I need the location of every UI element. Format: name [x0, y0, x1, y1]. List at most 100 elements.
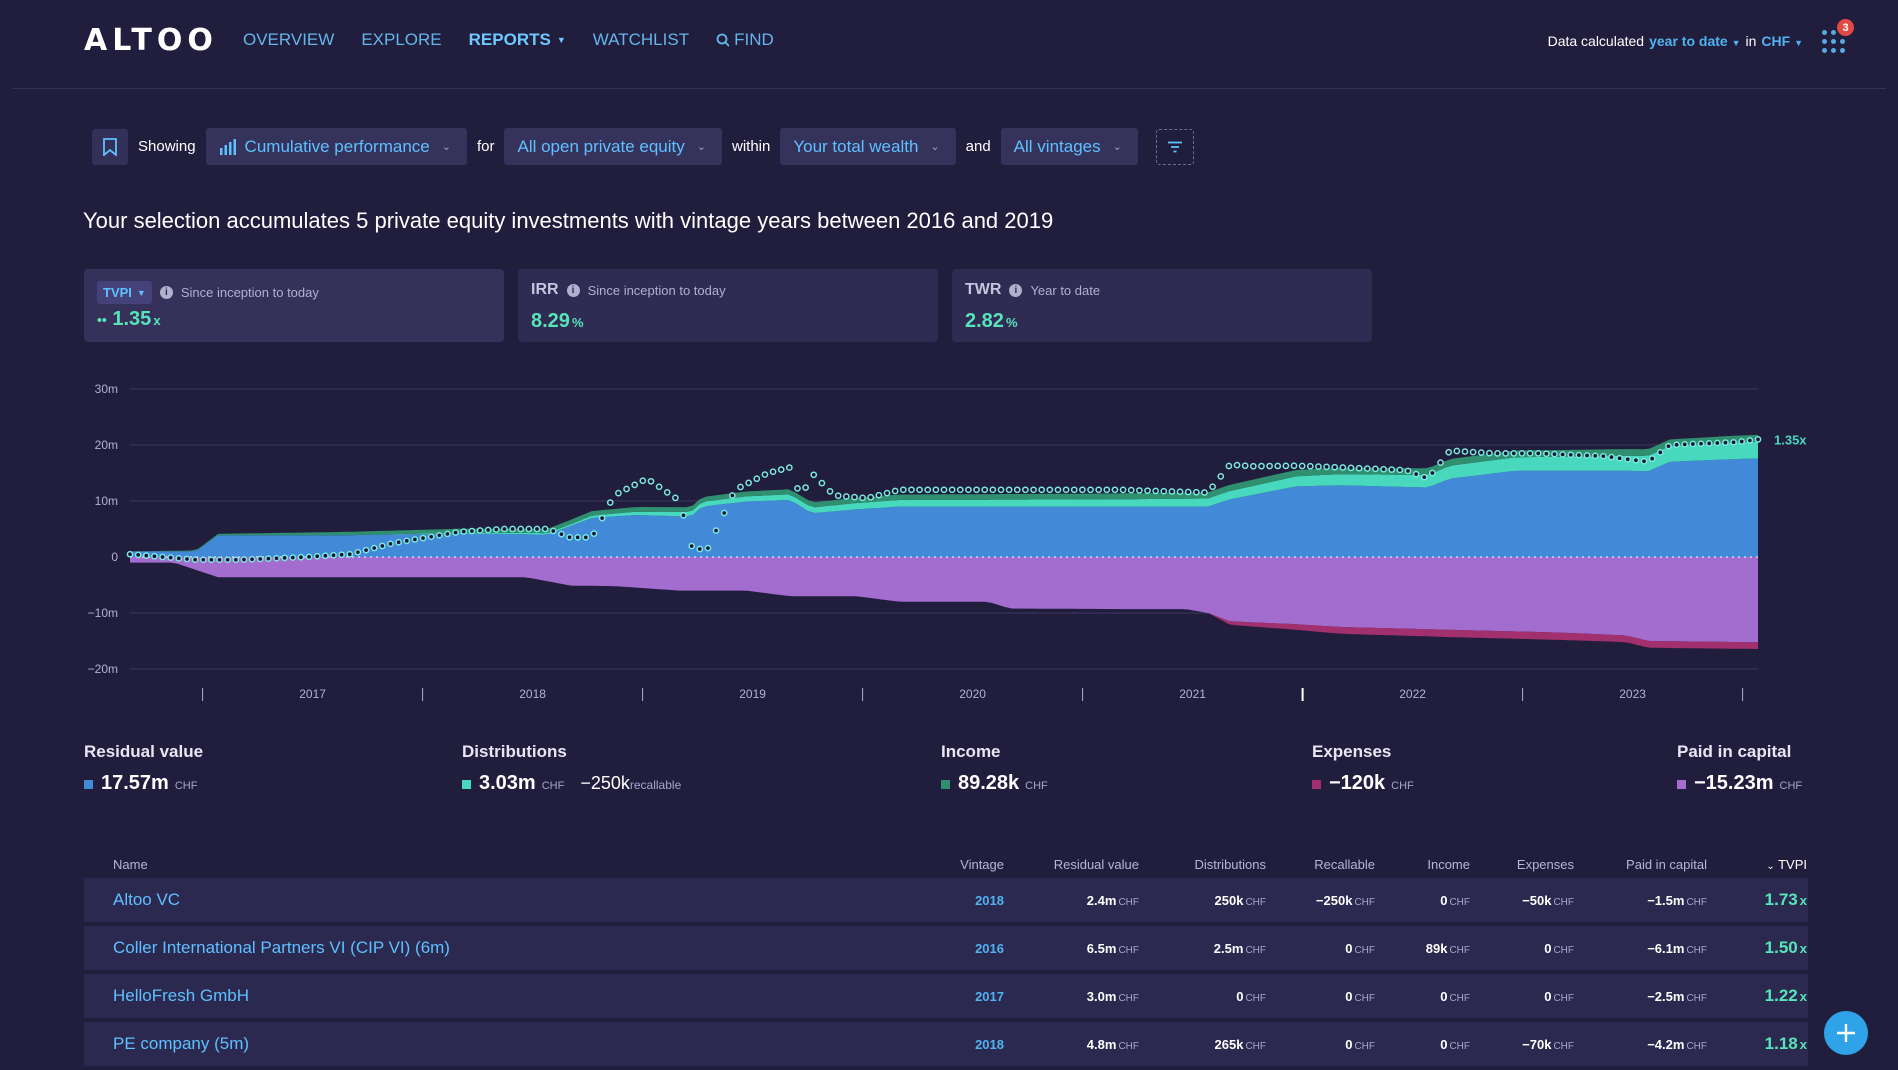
cell-tvpi: 1.50 x [1707, 938, 1807, 958]
cell-expenses: 0 CHF [1470, 941, 1574, 956]
cell-value: 0 [1544, 940, 1552, 956]
tvpi-point [1551, 450, 1558, 458]
sort-chevron-icon: ⌄ [1766, 860, 1775, 872]
tvpi-point [1543, 450, 1550, 458]
scope-dropdown[interactable]: All open private equity ⌄ [504, 128, 722, 165]
cell-paid_in: −1.5m CHF [1574, 893, 1707, 908]
cell-value: 250k [1214, 892, 1244, 908]
tvpi-point [1258, 462, 1265, 470]
tvpi-point [175, 554, 183, 562]
cell-value: 0 [1544, 988, 1552, 1004]
info-icon[interactable]: i [1009, 283, 1023, 297]
col-expenses[interactable]: Expenses [1516, 856, 1574, 872]
nav-watchlist[interactable]: WATCHLIST [593, 30, 689, 50]
wealth-dropdown[interactable]: Your total wealth ⌄ [780, 128, 956, 165]
apps-menu-button[interactable]: 3 [1820, 19, 1854, 53]
cell-income: 0 CHF [1375, 989, 1470, 1004]
col-residual-value[interactable]: Residual value [1053, 856, 1139, 872]
table-row[interactable]: Altoo VC 2018 2.4m CHF 250k CHF −250k CHF 0 CHF −5… [84, 878, 1808, 922]
total-currency: CHF [1779, 780, 1803, 792]
cumulative-performance-chart[interactable]: 30m 20m 10m 0 −10m −20m 1.35x 2017 2018 2019 2020 2… [70, 370, 1830, 710]
bookmark-button[interactable] [92, 128, 128, 165]
period-selector[interactable]: year to date ▼ [1649, 33, 1740, 49]
col-income[interactable]: Income [1427, 856, 1470, 872]
nav-reports[interactable]: REPORTS ▼ [469, 30, 566, 50]
altoo-logo[interactable]: ALTOO [84, 23, 218, 58]
paid-in-legend-swatch [1677, 780, 1686, 789]
cell-currency: CHF [1354, 1040, 1375, 1052]
tvpi-point [1127, 486, 1135, 494]
tvpi-point [899, 486, 907, 494]
tvpi-point [940, 486, 948, 494]
tvpi-point [655, 483, 663, 491]
x-tick-label: 2019 [739, 687, 766, 701]
tvpi-point [1152, 487, 1159, 495]
advanced-filter-button[interactable] [1155, 128, 1194, 165]
nav-overview[interactable]: OVERVIEW [243, 30, 334, 50]
total-label: Expenses [1312, 742, 1392, 761]
info-icon[interactable]: i [159, 286, 173, 299]
tvpi-point [769, 468, 777, 476]
cell-name[interactable]: PE company (5m) [113, 1034, 250, 1053]
cell-value: 89k [1425, 940, 1448, 956]
col-name[interactable]: Name [113, 856, 148, 872]
kpi-card-tvpi[interactable]: TVPI ▼ i Since inception to today •• 1.35… [84, 269, 504, 342]
col-tvpi[interactable]: ⌄ TVPI [1707, 857, 1807, 872]
residual-value-area [130, 458, 1758, 557]
table-row[interactable]: HelloFresh GmbH 2017 3.0m CHF 0 CHF 0 CHF 0 CHF 0 C… [84, 974, 1808, 1018]
y-tick-label: −10m [88, 606, 118, 620]
add-button[interactable] [1824, 1011, 1868, 1055]
vintages-dropdown[interactable]: All vintages ⌄ [1000, 128, 1138, 165]
chevron-down-icon: ▼ [1731, 38, 1741, 48]
currency-selector[interactable]: CHF ▼ [1761, 33, 1803, 49]
kpi-card-twr[interactable]: TWR i Year to date 2.82% [952, 269, 1372, 342]
chart-canvas: 30m 20m 10m 0 −10m −20m 1.35x 2017 2018 2019 2020 2… [88, 382, 1807, 701]
cell-name[interactable]: HelloFresh GmbH [113, 986, 250, 1005]
tvpi-point [1388, 466, 1396, 473]
cell-tvpi: 1.18 x [1707, 1034, 1807, 1054]
kpi-card-irr[interactable]: IRR i Since inception to today 8.29% [518, 269, 938, 342]
nav-find[interactable]: FIND [716, 30, 774, 50]
cell-currency: CHF [1553, 1040, 1574, 1052]
info-icon[interactable]: i [566, 283, 580, 297]
tvpi-point [444, 530, 451, 538]
showing-label: Showing [138, 138, 196, 155]
tvpi-point [273, 554, 280, 562]
tvpi-point [492, 526, 500, 533]
col-paid-in-capital[interactable]: Paid in capital [1626, 856, 1707, 872]
tvpi-point [1046, 486, 1054, 494]
table-row[interactable]: Coller International Partners VI (CIP VI… [84, 926, 1808, 970]
col-recallable[interactable]: Recallable [1314, 856, 1375, 872]
col-distributions[interactable]: Distributions [1194, 856, 1266, 872]
tvpi-point [1632, 456, 1640, 464]
cell-recallable: 0 CHF [1266, 1037, 1375, 1052]
cell-residual: 3.0m CHF [1004, 989, 1139, 1004]
tvpi-point [435, 531, 443, 539]
total-currency: CHF [174, 780, 198, 792]
cell-name[interactable]: Coller International Partners VI (CIP VI… [113, 938, 450, 957]
kpi-note: Since inception to today [180, 285, 319, 300]
nav-reports-label: REPORTS [468, 30, 551, 49]
tvpi-point [1673, 441, 1680, 449]
cell-value: 265k [1214, 1036, 1244, 1052]
cell-expenses: −70k CHF [1470, 1037, 1574, 1052]
nav-explore[interactable]: EXPLORE [361, 30, 441, 50]
tvpi-point [549, 527, 557, 535]
tvpi-point [1079, 486, 1086, 494]
cell-income: 0 CHF [1375, 1037, 1470, 1052]
col-vintage[interactable]: Vintage [960, 856, 1004, 872]
cell-currency: CHF [1245, 944, 1266, 956]
cell-name[interactable]: Altoo VC [113, 890, 181, 909]
tvpi-point [606, 499, 614, 506]
kpi-metric-selector[interactable]: TVPI ▼ [97, 281, 152, 304]
cell-unit: x [1799, 989, 1807, 1004]
chevron-down-icon: ⌄ [930, 141, 940, 153]
y-tick-label: 30m [95, 382, 118, 396]
table-row[interactable]: PE company (5m) 2018 4.8m CHF 265k CHF 0 CHF 0 CH… [84, 1022, 1808, 1066]
total-paid-in-capital: Paid in capital −15.23m CHF [1677, 742, 1802, 795]
tvpi-point [1095, 486, 1103, 494]
cell-value: −4.2m [1647, 1036, 1685, 1052]
cell-currency: CHF [1686, 992, 1707, 1004]
cell-value: 0 [1345, 940, 1353, 956]
metric-dropdown[interactable]: Cumulative performance ⌄ [205, 128, 467, 165]
